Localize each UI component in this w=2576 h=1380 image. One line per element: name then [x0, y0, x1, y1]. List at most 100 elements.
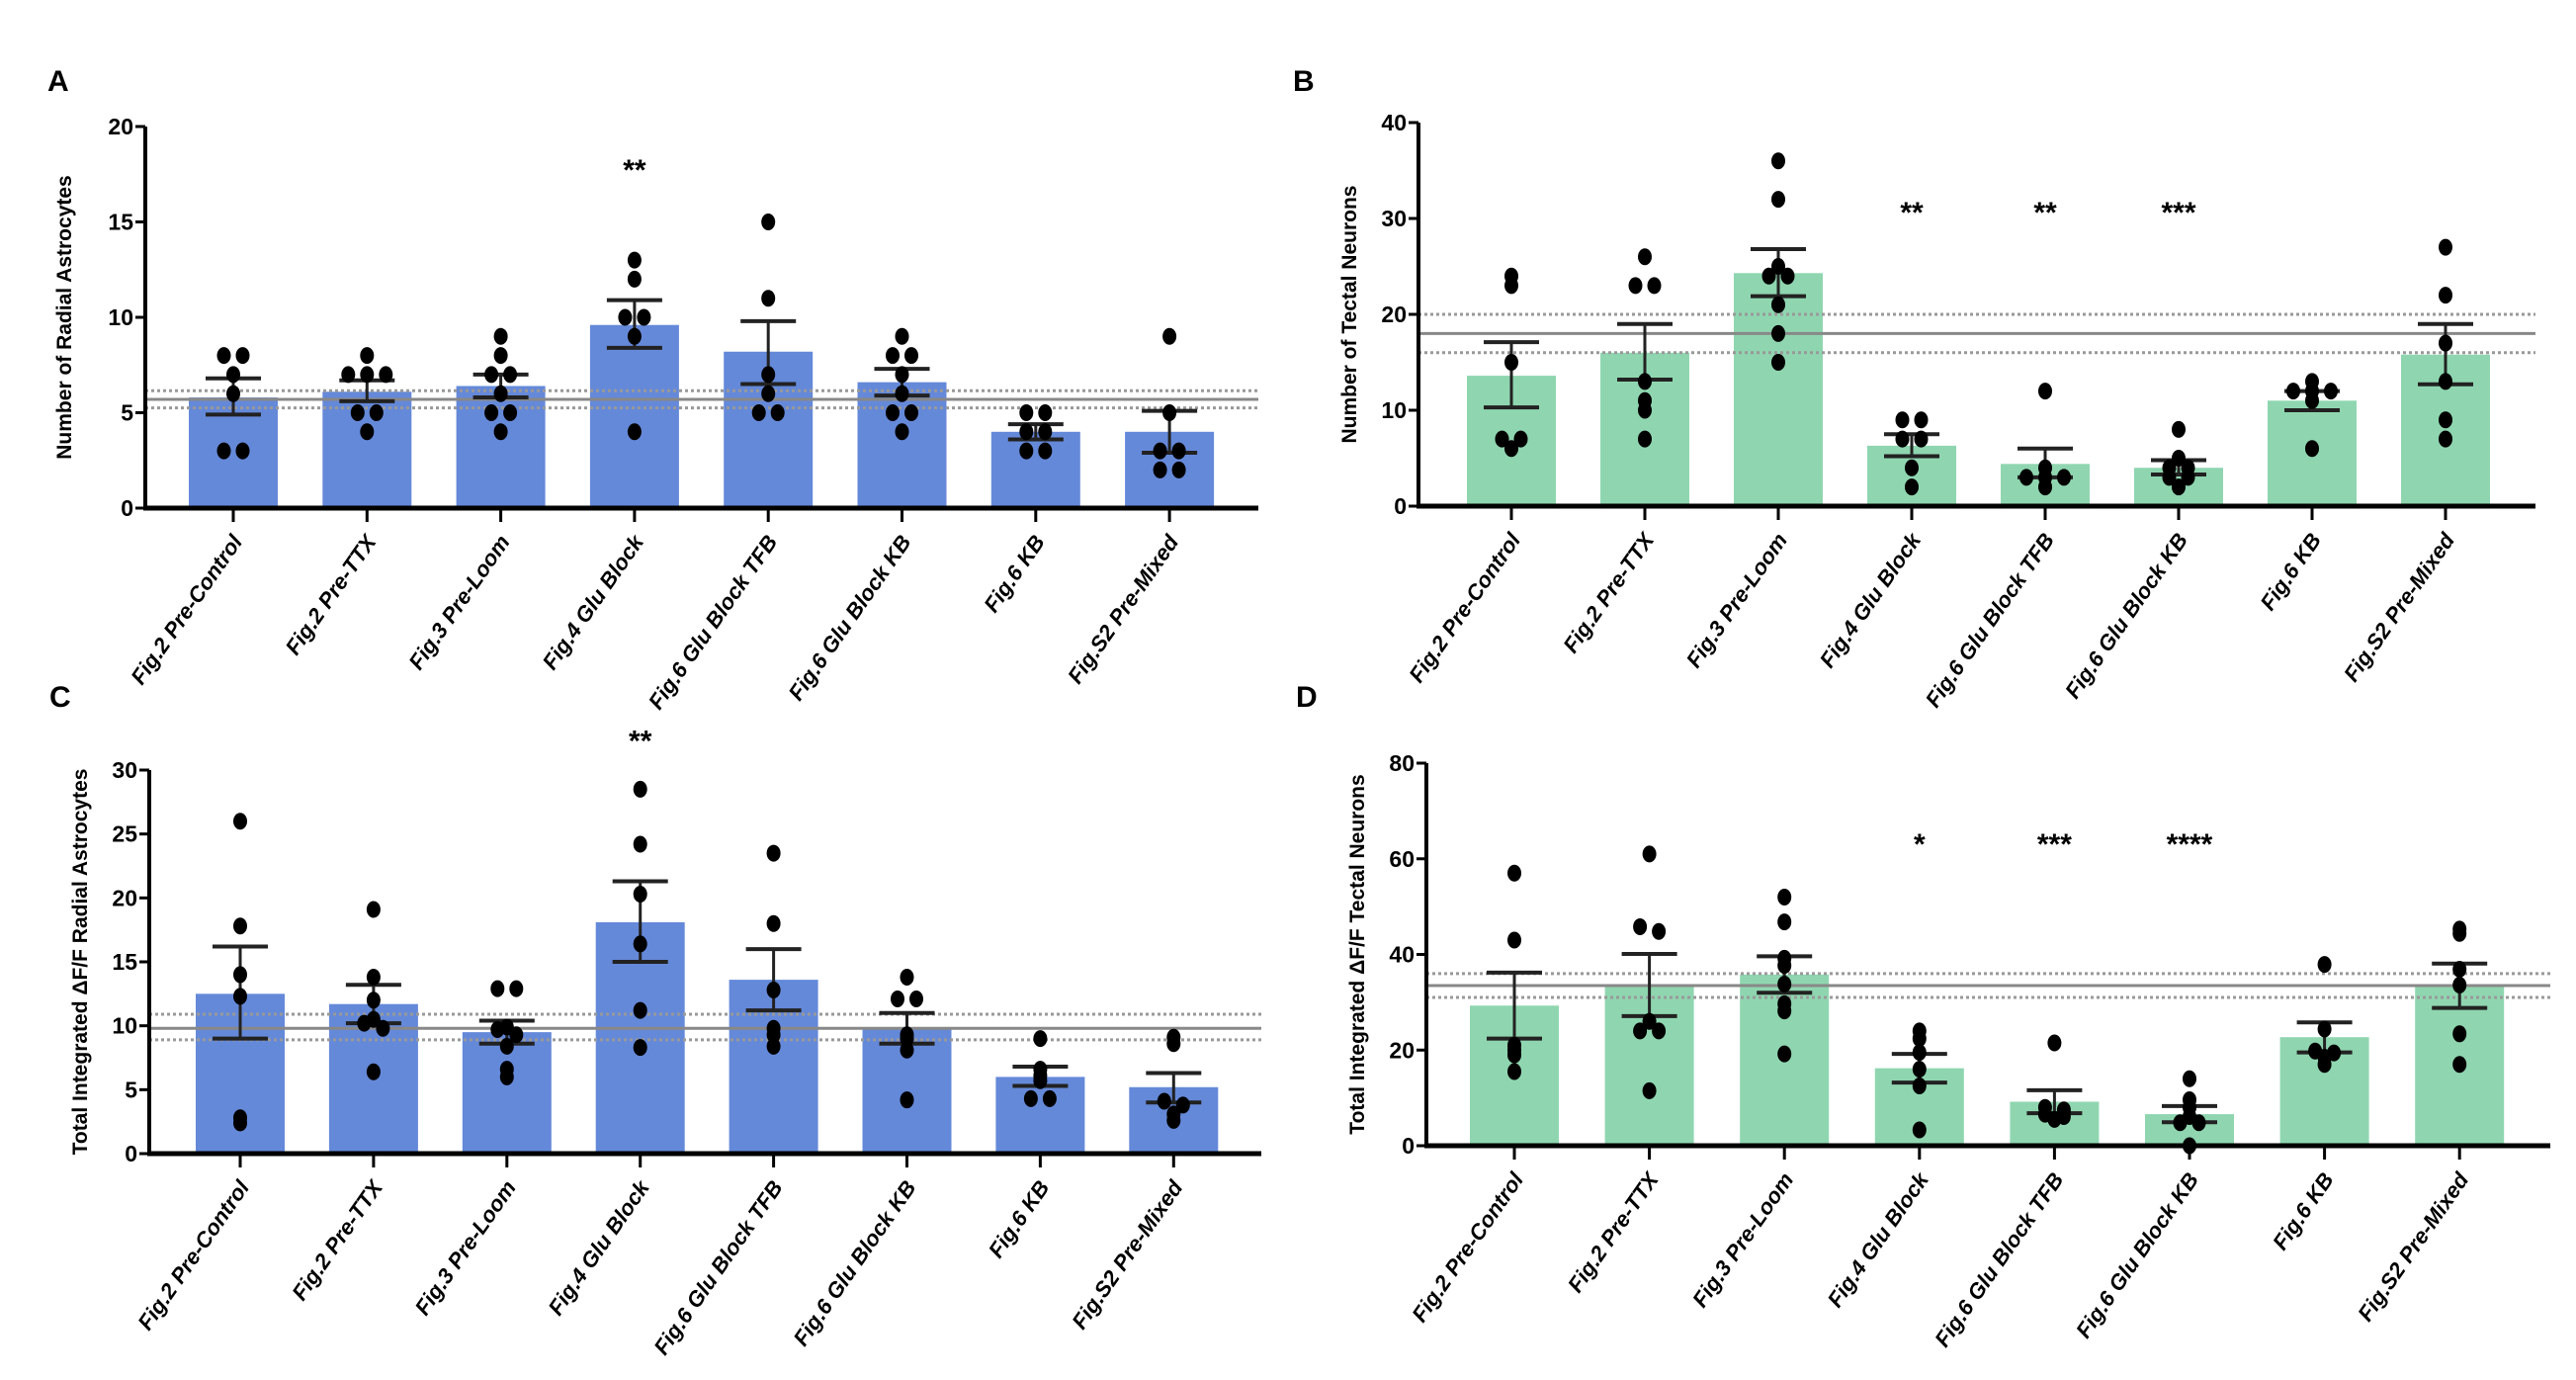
x-tick-label: Fig.4 Glu Block — [1815, 527, 1927, 672]
data-point — [2439, 334, 2452, 352]
data-point — [233, 813, 247, 830]
x-tick-label: Fig.2 Pre-Control — [1404, 528, 1525, 687]
data-point — [761, 366, 776, 384]
data-point — [216, 442, 231, 460]
x-tick-label: Fig.6 Glu Block TFB — [1921, 528, 2059, 712]
bar — [857, 382, 947, 508]
data-point — [1642, 845, 1657, 863]
data-point — [895, 366, 909, 384]
y-tick-label: 0 — [121, 495, 133, 521]
data-point — [886, 404, 900, 421]
bar — [589, 324, 679, 508]
data-point — [900, 969, 914, 987]
x-tick-label: Fig.2 Pre-TTX — [281, 529, 383, 659]
data-point — [493, 423, 508, 441]
data-point — [766, 1037, 781, 1055]
data-point — [484, 404, 499, 421]
data-point — [499, 1037, 514, 1055]
data-point — [2452, 920, 2467, 938]
data-point — [627, 270, 642, 288]
data-point — [2019, 469, 2033, 486]
data-point — [633, 885, 647, 903]
data-point — [2172, 420, 2186, 438]
data-point — [235, 347, 250, 365]
y-tick-label: 20 — [108, 114, 133, 139]
data-point — [1633, 1022, 1648, 1040]
panel-letter: B — [1293, 65, 1315, 98]
data-point — [633, 1039, 647, 1057]
panel-letter: C — [49, 681, 71, 714]
x-tick-label: Fig.3 Pre-Loom — [1681, 529, 1792, 673]
x-tick-label: Fig.2 Pre-TTX — [1563, 1166, 1665, 1297]
data-point — [233, 917, 247, 935]
y-tick-label: 10 — [112, 1013, 137, 1039]
data-point — [1513, 430, 1528, 448]
x-tick-label: Fig.6 KB — [979, 530, 1050, 617]
data-point — [900, 1026, 914, 1044]
data-point — [484, 366, 499, 384]
data-point — [2452, 1025, 2467, 1043]
data-point — [1777, 888, 1792, 906]
data-point — [895, 423, 909, 441]
data-point — [509, 980, 524, 997]
data-point — [1642, 1012, 1657, 1030]
data-point — [2439, 287, 2452, 304]
data-point — [366, 1063, 381, 1080]
data-point — [1777, 913, 1792, 931]
data-point — [1504, 440, 1518, 458]
data-point — [360, 347, 375, 365]
significance-label: **** — [2167, 828, 2213, 861]
data-point — [2317, 956, 2332, 974]
significance-label: * — [1914, 828, 1926, 861]
panel-letter: A — [47, 65, 69, 98]
data-point — [904, 347, 918, 365]
x-tick-label: Fig.6 Glu Block KB — [784, 530, 916, 705]
x-tick-label: Fig.6 Glu Block TFB — [644, 530, 782, 714]
data-point — [2439, 430, 2452, 448]
data-point — [1912, 1022, 1927, 1040]
data-point — [627, 327, 642, 345]
x-tick-label: Fig.6 Glu Block KB — [2060, 528, 2192, 703]
data-point — [1023, 1089, 1038, 1107]
data-point — [895, 385, 909, 402]
data-point — [233, 966, 247, 984]
data-point — [493, 327, 508, 345]
data-point — [233, 988, 247, 1005]
x-tick-label: Fig.6 Glu Block TFB — [1930, 1167, 2068, 1351]
data-point — [2439, 411, 2452, 429]
data-point — [366, 969, 381, 987]
data-point — [376, 1019, 390, 1037]
x-tick-label: Fig.4 Glu Block — [538, 529, 649, 674]
x-tick-label: Fig.6 Glu Block KB — [789, 1175, 921, 1350]
data-point — [761, 290, 776, 307]
data-point — [1507, 1036, 1521, 1054]
data-point — [770, 404, 785, 421]
y-axis-title: Number of Tectal Neurons — [1338, 186, 1361, 444]
panel-a: A ** 0 5 10 15 20 Fig.2 Pre-Control Fig.2 Pre-TT… — [47, 65, 1258, 714]
data-point — [1895, 430, 1910, 448]
data-point — [366, 992, 381, 1009]
data-point — [1771, 324, 1785, 342]
data-point — [2452, 1056, 2467, 1074]
data-point — [1777, 994, 1792, 1012]
data-point — [1912, 1061, 1927, 1078]
data-point — [1153, 461, 1167, 478]
data-point — [1638, 391, 1652, 409]
y-tick-label: 40 — [1381, 110, 1407, 135]
panel-c: C ** 0 5 10 15 20 25 30 Fig.2 Pre-Control Fig.2 Pr… — [49, 681, 1261, 1359]
y-axis-title: Total Integrated ΔF/F Tectal Neurons — [1346, 774, 1369, 1134]
data-point — [633, 935, 647, 953]
data-point — [886, 347, 900, 365]
data-point — [1905, 478, 1919, 496]
data-point — [503, 366, 518, 384]
data-point — [490, 980, 505, 997]
data-point — [226, 385, 240, 402]
data-point — [1507, 931, 1521, 949]
y-tick-label: 25 — [112, 821, 137, 847]
x-tick-label: Fig.4 Glu Block — [1823, 1166, 1934, 1312]
data-point — [1038, 442, 1053, 460]
data-point — [216, 347, 231, 365]
data-point — [909, 991, 923, 1008]
